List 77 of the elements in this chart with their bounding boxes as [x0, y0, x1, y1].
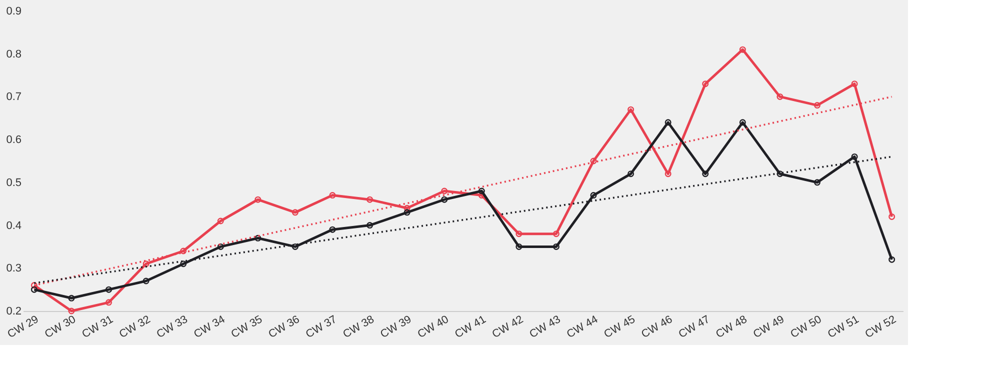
point [851, 80, 858, 88]
point [329, 226, 336, 233]
x-tick-label: CW 50 [788, 314, 824, 341]
point [776, 170, 784, 178]
x-tick-label: CW 31 [80, 314, 116, 341]
x-tick-label: CW 32 [117, 314, 153, 341]
point [404, 209, 410, 216]
x-tick-label: CW 36 [266, 314, 302, 341]
point [516, 230, 522, 238]
point [516, 243, 522, 250]
point [441, 188, 448, 194]
point [441, 196, 448, 203]
point [404, 204, 410, 212]
point [814, 102, 820, 109]
x-tick-label: CW 41 [453, 314, 488, 341]
x-tick-label: CW 51 [826, 314, 862, 341]
point [30, 286, 38, 293]
point [217, 243, 224, 250]
x-tick-label: CW 38 [341, 314, 376, 341]
x-tick-label: CW 33 [154, 314, 190, 341]
point [702, 170, 709, 178]
point [254, 234, 262, 242]
x-tick-label: CW 48 [714, 314, 750, 341]
point [30, 282, 38, 289]
y-tick-label: 0.6 [6, 134, 22, 146]
point [254, 196, 262, 203]
point [814, 179, 820, 186]
point [664, 170, 672, 178]
x-tick-label: CW 49 [751, 314, 786, 341]
y-tick-label: 0.4 [6, 220, 22, 232]
x-tick-label: CW 39 [378, 314, 414, 341]
point [142, 260, 150, 268]
point [776, 93, 784, 100]
y-tick-label: 0.3 [6, 262, 22, 275]
x-tick-label: CW 42 [490, 314, 526, 341]
point [106, 286, 112, 293]
x-tick-label: CW 52 [863, 314, 898, 341]
point [68, 308, 75, 314]
point [888, 256, 896, 263]
point [590, 158, 597, 164]
x-tick-label: CW 46 [639, 314, 675, 341]
x-tick-label: CW 47 [676, 314, 712, 341]
x-tick-label: CW 35 [229, 314, 264, 341]
x-tick-label: CW 40 [416, 314, 451, 341]
x-tick-label: CW 37 [304, 314, 339, 341]
point [739, 119, 746, 126]
point [478, 188, 485, 194]
point [628, 170, 634, 178]
point [702, 80, 709, 88]
point [552, 243, 560, 250]
point [142, 278, 150, 284]
point [292, 243, 298, 250]
x-tick-label: CW 30 [42, 314, 78, 341]
point [628, 106, 634, 113]
point [180, 260, 187, 268]
point [217, 218, 224, 224]
y-tick-label: 0.8 [6, 48, 22, 60]
y-tick-label: 0.9 [6, 6, 22, 18]
point [68, 294, 75, 302]
y-tick-label: 0.7 [6, 91, 22, 104]
x-tick-label: CW 44 [564, 314, 600, 341]
y-tick-label: 0.5 [6, 176, 22, 189]
x-tick-label: CW 43 [528, 314, 563, 341]
point [329, 192, 336, 199]
point [366, 222, 374, 229]
x-tick-label: CW 45 [602, 314, 638, 341]
point [590, 192, 597, 199]
point [180, 248, 187, 254]
point [292, 209, 298, 216]
point [739, 46, 746, 53]
point [366, 196, 374, 203]
x-tick-label: CW 34 [192, 314, 228, 341]
point [106, 299, 112, 306]
point [552, 230, 560, 238]
point [888, 213, 896, 220]
point [664, 119, 672, 126]
point [851, 153, 858, 160]
